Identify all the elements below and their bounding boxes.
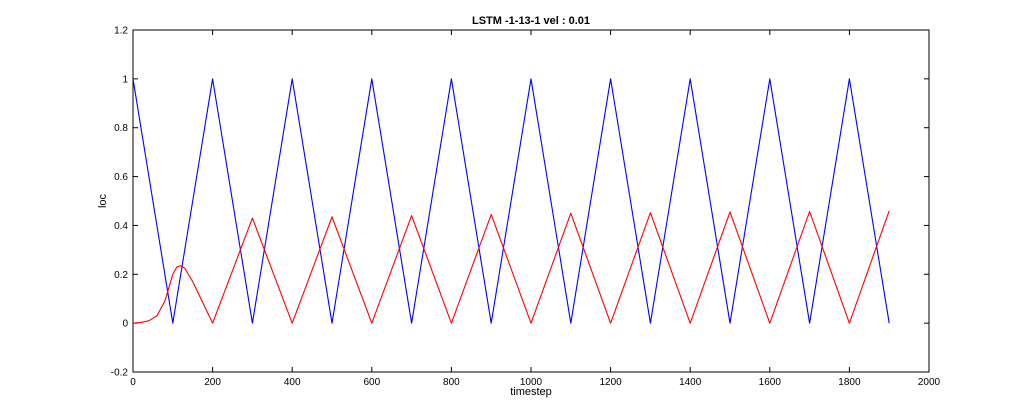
y-tick-label: -0.2 <box>111 368 129 379</box>
x-tick-label: 400 <box>284 377 301 388</box>
x-tick-label: 1200 <box>599 377 622 388</box>
y-tick-label: 0.2 <box>114 270 128 281</box>
chart-title: LSTM -1-13-1 vel : 0.01 <box>472 15 590 27</box>
x-tick-label: 200 <box>204 377 221 388</box>
plot-area <box>132 29 930 373</box>
x-axis-label: timestep <box>510 386 552 398</box>
y-tick-label: 1.2 <box>114 26 128 37</box>
y-tick-label: 1 <box>122 74 128 85</box>
series-line-target <box>132 78 890 324</box>
y-axis-label: loc <box>97 193 109 208</box>
x-tick-label: 800 <box>443 377 460 388</box>
x-tick-label: 1400 <box>679 377 702 388</box>
x-tick-label: 2000 <box>918 377 941 388</box>
y-tick-label: 0 <box>122 319 128 330</box>
x-tick-label: 600 <box>363 377 380 388</box>
series-lines <box>132 78 890 324</box>
axis-ticks: 0 200 400 600 800 1000 1200 1400 1600 1800 2000 -0.… <box>111 26 941 389</box>
x-tick-label: 1600 <box>759 377 782 388</box>
x-tick-label: 1000 <box>520 377 543 388</box>
y-tick-label: 0.6 <box>114 172 128 183</box>
y-tick-label: 0.8 <box>114 123 128 134</box>
x-tick-label: 1800 <box>838 377 861 388</box>
x-tick-label: 0 <box>130 377 136 388</box>
series-line-prediction <box>132 210 890 324</box>
y-tick-label: 0.4 <box>114 221 128 232</box>
